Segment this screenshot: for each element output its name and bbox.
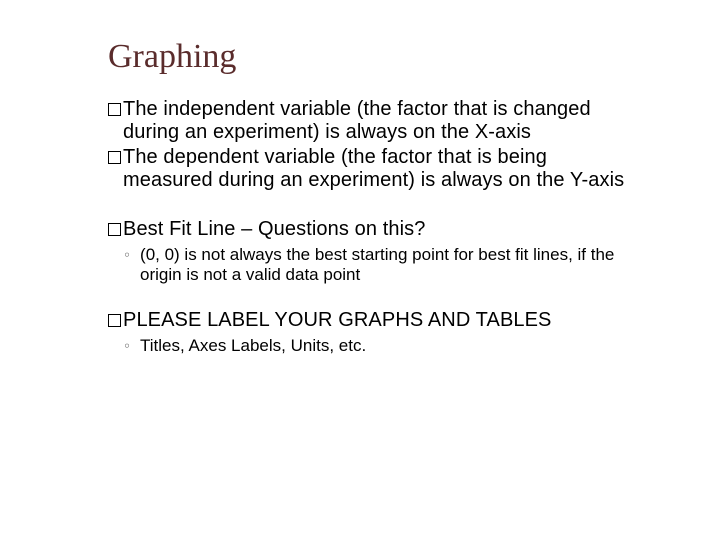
slide-container: Graphing The independent variable (the f…	[0, 0, 720, 540]
square-bullet-icon	[108, 103, 121, 116]
bullet-text: The independent variable (the factor tha…	[123, 98, 642, 144]
bullet-text: Best Fit Line – Questions on this?	[123, 218, 425, 241]
bullet-item: The independent variable (the factor tha…	[108, 98, 642, 144]
sub-bullet-text: Titles, Axes Labels, Units, etc.	[140, 336, 366, 356]
bullet-text: The dependent variable (the factor that …	[123, 146, 642, 192]
sub-bullet-item: ◦ Titles, Axes Labels, Units, etc.	[108, 336, 642, 356]
bullet-text: PLEASE LABEL YOUR GRAPHS AND TABLES	[123, 309, 552, 332]
sub-bullet-item: ◦ (0, 0) is not always the best starting…	[108, 245, 642, 285]
spacer	[108, 194, 642, 218]
bullet-item: The dependent variable (the factor that …	[108, 146, 642, 192]
page-title: Graphing	[108, 38, 642, 76]
bullet-item: Best Fit Line – Questions on this?	[108, 218, 642, 241]
square-bullet-icon	[108, 314, 121, 327]
ring-marker-icon: ◦	[124, 336, 130, 356]
bullet-item: PLEASE LABEL YOUR GRAPHS AND TABLES	[108, 309, 642, 332]
spacer	[108, 285, 642, 309]
ring-marker-icon: ◦	[124, 245, 130, 265]
sub-bullet-text: (0, 0) is not always the best starting p…	[140, 245, 642, 285]
square-bullet-icon	[108, 223, 121, 236]
square-bullet-icon	[108, 151, 121, 164]
